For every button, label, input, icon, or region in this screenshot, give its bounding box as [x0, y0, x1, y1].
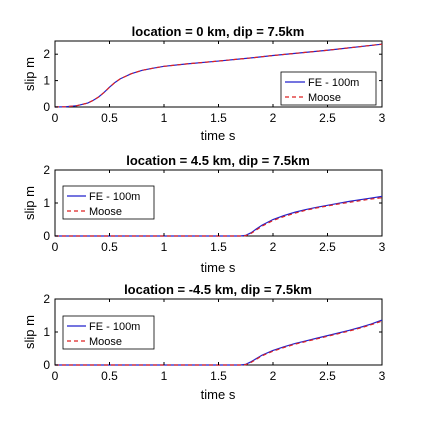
- panel-1-ylabel: slip m: [22, 57, 37, 91]
- panel-1-title: location = 0 km, dip = 7.5km: [132, 24, 305, 39]
- panel-3-xtick-label: 2: [270, 369, 277, 383]
- panel-1-xtick-label: 1.5: [210, 111, 227, 125]
- panel-3-xtick-label: 0: [52, 369, 59, 383]
- panel-3-series: [55, 319, 383, 366]
- panel-1-legend-label-moose: Moose: [308, 92, 341, 104]
- panel-2-xtick-label: 2.5: [319, 240, 336, 254]
- panel-2-xtick-label: 0: [52, 240, 59, 254]
- panel-3-title: location = -4.5 km, dip = 7.5km: [124, 282, 312, 297]
- panel-2-xlabel: time s: [201, 260, 236, 275]
- panel-2-legend-label-fe: FE - 100m: [89, 191, 140, 203]
- panel-3-ticks: 0 0.5 1 1.5 2 2.5 3 0 1 2: [43, 292, 385, 383]
- panel-1-ticks: 0 0.5 1 1.5 2 2.5 3 0 1 2: [43, 41, 386, 125]
- panel-3-ytick-label: 2: [43, 292, 50, 306]
- panel-3-ytick-label: 1: [43, 325, 50, 339]
- panel-2-legend-box: [62, 185, 155, 220]
- panel-3-xtick-label: 1.5: [210, 369, 227, 383]
- panel-1-legend-box: [280, 71, 377, 106]
- panel-1-ytick-label: 1: [43, 74, 50, 88]
- panel-1-ytick-label: 0: [43, 100, 50, 114]
- panel-3-legend: FE - 100m Moose: [62, 315, 155, 350]
- panel-2-series: [55, 195, 383, 237]
- panel-2-ylabel: slip m: [22, 186, 37, 220]
- panel-3-xtick-label: 3: [379, 369, 386, 383]
- panel-1: location = 0 km, dip = 7.5km 0 0.5 1 1.5 2 2.…: [22, 24, 386, 143]
- panel-2-xtick-label: 3: [379, 240, 386, 254]
- panel-3-series-moose-line: [55, 320, 383, 366]
- panel-2-xtick-label: 0.5: [101, 240, 118, 254]
- panel-1-xtick-label: 0: [52, 111, 59, 125]
- panel-1-series-moose-line: [54, 43, 383, 108]
- panel-3-xlabel: time s: [201, 387, 236, 402]
- panel-3-legend-label-moose: Moose: [89, 336, 122, 348]
- panel-1-legend: FE - 100m Moose: [280, 71, 377, 106]
- panel-1-series: [54, 43, 383, 108]
- panel-1-legend-label-fe: FE - 100m: [308, 77, 359, 89]
- panel-1-xlabel: time s: [201, 128, 236, 143]
- panel-3-xtick-label: 0.5: [101, 369, 118, 383]
- panel-2-legend-label-moose: Moose: [89, 206, 122, 218]
- panel-3-legend-label-fe: FE - 100m: [89, 321, 140, 333]
- panel-1-ytick-label: 2: [43, 47, 50, 61]
- panel-2-xtick-label: 1: [161, 240, 168, 254]
- panel-1-xtick-label: 0.5: [101, 111, 118, 125]
- panel-3-xtick-label: 1: [161, 369, 168, 383]
- panel-2-ytick-label: 1: [43, 196, 50, 210]
- panel-3: location = -4.5 km, dip = 7.5km 0 0.5 1 1.5…: [22, 282, 386, 402]
- panel-2: location = 4.5 km, dip = 7.5km 0 0.5 1 1.5 2…: [22, 153, 386, 275]
- panel-1-xtick-label: 2.5: [319, 111, 336, 125]
- panel-3-xtick-label: 2.5: [319, 369, 336, 383]
- panel-2-title: location = 4.5 km, dip = 7.5km: [126, 153, 310, 168]
- panel-3-ytick-label: 0: [43, 358, 50, 372]
- panel-2-ytick-label: 2: [43, 163, 50, 177]
- panel-3-legend-box: [62, 315, 155, 350]
- panel-2-legend: FE - 100m Moose: [62, 185, 155, 220]
- panel-1-xtick-label: 1: [161, 111, 168, 125]
- panel-1-xtick-label: 3: [379, 111, 386, 125]
- panel-2-xtick-label: 1.5: [210, 240, 227, 254]
- panel-2-ticks: 0 0.5 1 1.5 2 2.5 3 0 1 2: [43, 163, 385, 254]
- panel-3-ylabel: slip m: [22, 315, 37, 349]
- panel-2-series-moose-line: [55, 197, 383, 237]
- panel-2-xtick-label: 2: [270, 240, 277, 254]
- panel-1-xtick-label: 2: [270, 111, 277, 125]
- panel-2-ytick-label: 0: [43, 229, 50, 243]
